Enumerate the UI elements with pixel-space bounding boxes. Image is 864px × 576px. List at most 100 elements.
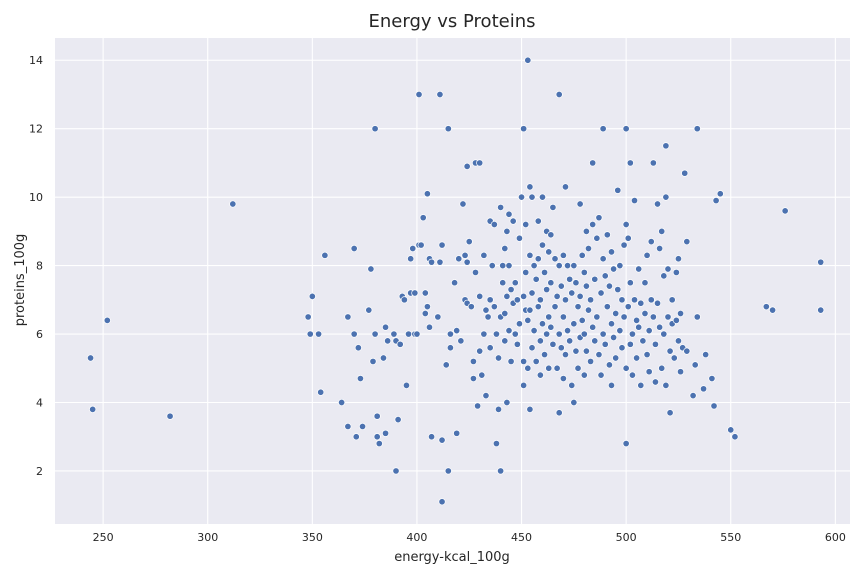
scatter-point — [407, 255, 415, 263]
scatter-point — [400, 296, 408, 304]
scatter-point — [817, 306, 825, 314]
scatter-point — [559, 374, 567, 383]
scatter-point — [524, 56, 532, 64]
scatter-point — [593, 313, 601, 321]
scatter-point — [628, 371, 636, 379]
scatter-point — [503, 398, 511, 407]
scatter-point — [641, 279, 649, 287]
scatter-point — [620, 241, 628, 249]
scatter-point — [620, 313, 628, 321]
data-points — [87, 56, 825, 506]
scatter-point — [536, 296, 544, 304]
scatter-point — [371, 330, 379, 338]
scatter-point — [595, 351, 603, 359]
scatter-point — [582, 347, 590, 355]
scatter-point — [492, 330, 500, 338]
scatter-point — [622, 125, 630, 133]
scatter-point — [618, 344, 626, 352]
scatter-point — [614, 186, 622, 194]
scatter-point — [396, 340, 404, 348]
scatter-point — [534, 303, 542, 311]
scatter-point — [317, 388, 325, 396]
y-tick-labels: 2 4 6 8 10 12 14 — [29, 54, 43, 478]
scatter-point — [304, 313, 312, 321]
scatter-point — [568, 381, 576, 389]
scatter-point — [549, 203, 557, 211]
scatter-point — [580, 330, 588, 338]
scatter-point — [442, 361, 450, 369]
y-tick-label: 8 — [36, 260, 43, 273]
scatter-point — [603, 303, 611, 311]
scatter-point — [566, 337, 574, 345]
scatter-point — [555, 262, 563, 270]
scatter-point — [89, 405, 97, 413]
scatter-point — [476, 292, 484, 300]
scatter-point — [536, 371, 544, 379]
scatter-point — [626, 159, 634, 167]
scatter-point — [321, 251, 329, 259]
scatter-point — [610, 265, 618, 273]
scatter-point — [530, 262, 538, 270]
scatter-point — [727, 426, 735, 434]
scatter-point — [446, 330, 454, 338]
scatter-point — [622, 440, 630, 448]
scatter-point — [572, 347, 580, 355]
scatter-point — [344, 313, 352, 321]
scatter-point — [375, 440, 383, 448]
scatter-point — [555, 409, 563, 417]
scatter-point — [716, 190, 724, 198]
scatter-point — [662, 193, 670, 201]
scatter-point — [526, 405, 534, 413]
scatter-point — [469, 357, 477, 365]
scatter-point — [520, 381, 528, 389]
x-tick-labels: 250 300 350 400 450 500 550 600 — [93, 531, 846, 544]
scatter-point — [501, 337, 509, 345]
scatter-point — [593, 234, 601, 242]
scatter-point — [382, 323, 390, 331]
scatter-point — [526, 183, 534, 191]
scatter-point — [639, 337, 647, 345]
scatter-point — [547, 323, 555, 331]
scatter-point — [591, 337, 599, 345]
scatter-point — [584, 306, 593, 314]
scatter-point — [551, 303, 559, 311]
scatter-point — [681, 169, 689, 177]
scatter-point — [561, 296, 570, 304]
scatter-point — [444, 467, 452, 475]
scatter-point — [547, 279, 555, 287]
scatter-point — [662, 381, 670, 389]
scatter-point — [421, 309, 429, 318]
x-tick-label: 450 — [511, 531, 532, 544]
scatter-point — [511, 279, 519, 287]
scatter-point — [166, 412, 174, 420]
scatter-point — [622, 364, 630, 372]
scatter-point — [626, 279, 634, 287]
scatter-point — [490, 220, 498, 229]
scatter-point — [769, 306, 777, 314]
scatter-point — [643, 251, 651, 259]
scatter-point — [637, 299, 645, 307]
scatter-point — [781, 207, 789, 215]
scatter-point — [676, 309, 685, 318]
scatter-point — [503, 292, 511, 300]
scatter-point — [417, 241, 425, 249]
scatter-point — [494, 405, 503, 413]
scatter-point — [817, 258, 825, 266]
scatter-point — [645, 368, 653, 376]
y-tick-label: 4 — [36, 397, 43, 410]
scatter-point — [344, 422, 352, 431]
scatter-point — [87, 354, 95, 362]
scatter-point — [507, 357, 515, 365]
scatter-point — [467, 303, 475, 311]
scatter-point — [660, 272, 668, 280]
scatter-point — [499, 262, 507, 270]
scatter-point — [543, 330, 551, 338]
scatter-point — [465, 238, 473, 246]
x-axis-title: energy-kcal_100g — [394, 550, 510, 565]
scatter-point — [463, 258, 471, 266]
scatter-point — [628, 330, 636, 338]
scatter-point — [515, 320, 523, 328]
scatter-point — [580, 268, 588, 276]
scatter-point — [482, 306, 490, 314]
scatter-point — [415, 90, 423, 99]
